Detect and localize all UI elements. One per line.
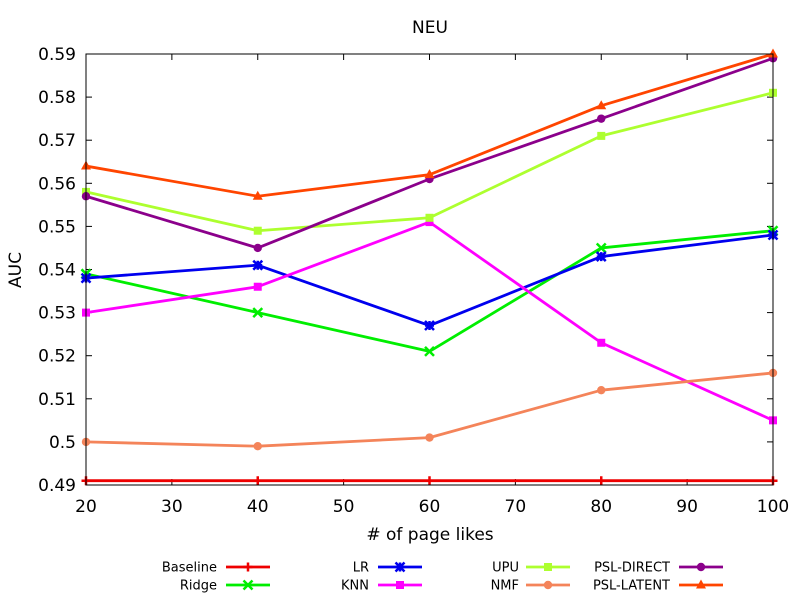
legend-label: UPU (492, 561, 519, 576)
data-point (544, 563, 552, 571)
series-baseline (81, 476, 778, 486)
series-psl-latent (81, 48, 778, 200)
y-axis-title: AUC (6, 252, 26, 288)
chart-title: NEU (412, 18, 448, 38)
data-point (596, 476, 606, 486)
data-point (696, 579, 706, 589)
x-tick-label: 20 (75, 497, 97, 517)
data-point (396, 581, 404, 589)
y-tick-label: 0.51 (38, 390, 76, 410)
data-point (768, 48, 778, 58)
y-tick-label: 0.49 (38, 476, 76, 496)
data-point (543, 580, 553, 590)
y-tick-label: 0.52 (38, 347, 76, 367)
data-point (253, 442, 262, 451)
data-point (425, 476, 434, 486)
data-point (696, 562, 706, 572)
series-nmf (81, 368, 778, 451)
data-point (253, 226, 262, 235)
data-point (597, 131, 606, 140)
y-tick-label: 0.57 (38, 131, 76, 151)
x-tick-label: 80 (590, 497, 612, 517)
x-axis-title: # of page likes (366, 525, 493, 545)
legend: Baseline Ridge LR KNN UPU NMF PSL-DIRECT PSL-LA… (162, 561, 723, 594)
plot-frame (85, 53, 774, 486)
data-point (252, 259, 264, 271)
data-point (597, 385, 606, 395)
legend-entry: PSL-DIRECT (594, 561, 723, 576)
data-point (252, 307, 264, 318)
y-tick-label: 0.53 (38, 304, 76, 324)
legend-label: NMF (491, 579, 519, 594)
series-lr (80, 229, 779, 331)
data-point (253, 243, 262, 253)
data-point (425, 213, 434, 222)
legend-entry: PSL-LATENT (593, 579, 723, 594)
y-tick-label: 0.55 (38, 217, 76, 237)
series-layer (80, 48, 779, 486)
data-point (425, 433, 434, 442)
axis-ticks: 20 30 40 50 60 70 80 90 100 0.49 0.5 0.51 0.52 0.53 0.… (38, 45, 789, 517)
data-point (597, 338, 606, 347)
y-tick-label: 0.59 (38, 45, 76, 65)
legend-entry: Baseline (162, 561, 270, 576)
legend-label: KNN (341, 579, 369, 594)
data-point (596, 100, 607, 110)
x-tick-label: 40 (247, 497, 269, 517)
data-point (425, 218, 434, 227)
legend-label: Baseline (162, 561, 217, 576)
series-line (85, 91, 774, 233)
legend-entry: NMF (491, 579, 570, 594)
data-point (424, 169, 435, 179)
x-tick-label: 70 (505, 497, 527, 517)
legend-label: LR (353, 561, 369, 576)
x-tick-label: 100 (757, 497, 789, 517)
data-point (394, 561, 406, 573)
series-line (85, 233, 774, 327)
data-point (595, 242, 607, 254)
series-upu (82, 88, 777, 235)
data-point (424, 320, 435, 331)
data-point (243, 562, 253, 572)
y-tick-label: 0.5 (49, 433, 76, 453)
data-point (253, 282, 262, 291)
x-tick-label: 60 (419, 497, 441, 517)
legend-label: PSL-LATENT (593, 579, 670, 594)
data-point (597, 114, 606, 123)
data-point (242, 579, 254, 591)
y-tick-label: 0.56 (38, 174, 76, 194)
x-tick-label: 30 (161, 497, 183, 517)
legend-label: Ridge (180, 579, 217, 594)
data-point (424, 346, 435, 357)
x-tick-label: 50 (333, 497, 355, 517)
x-tick-label: 90 (676, 497, 698, 517)
y-tick-label: 0.54 (38, 261, 76, 281)
legend-entry: KNN (341, 579, 422, 594)
data-point (595, 251, 607, 262)
data-point (252, 190, 263, 200)
series-ridge (80, 225, 779, 357)
legend-entry: Ridge (180, 579, 270, 594)
legend-entry: UPU (492, 561, 570, 576)
data-point (253, 476, 263, 486)
legend-entry: LR (353, 561, 422, 576)
y-tick-label: 0.58 (38, 88, 76, 108)
legend-label: PSL-DIRECT (594, 561, 670, 576)
